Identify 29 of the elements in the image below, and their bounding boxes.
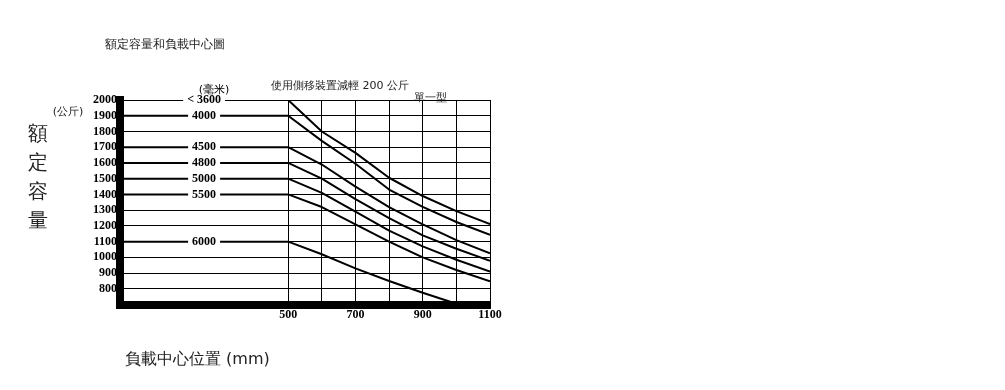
series-label: 5000 bbox=[192, 170, 217, 185]
y-tick-label: 900 bbox=[99, 265, 117, 280]
y-tick-label: 1100 bbox=[93, 233, 117, 248]
x-tick-label: 1100 bbox=[478, 306, 502, 321]
y-tick-label: 2000 bbox=[93, 92, 117, 107]
y-tick-label: 1900 bbox=[93, 107, 117, 122]
y-tick-label: 800 bbox=[99, 280, 117, 295]
series-label: 5500 bbox=[192, 186, 217, 201]
series-label: 4000 bbox=[192, 107, 217, 122]
x-axis-title: 負載中心位置 (mm) bbox=[125, 349, 270, 369]
y-axis-title: 額定容量 bbox=[28, 122, 48, 232]
y-tick-label: 1800 bbox=[93, 123, 117, 138]
x-tick-label: 500 bbox=[279, 306, 298, 321]
series-label: 4800 bbox=[192, 155, 217, 170]
y-tick-label: 1400 bbox=[93, 186, 117, 201]
x-tick-label: 900 bbox=[413, 306, 432, 321]
series-label: 4500 bbox=[192, 139, 217, 154]
y-tick-label: 1500 bbox=[93, 170, 117, 185]
y-tick-label: 1000 bbox=[93, 249, 117, 264]
chart-title: 額定容量和負載中心圖 bbox=[105, 37, 225, 52]
series-label: 6000 bbox=[192, 233, 217, 248]
y-tick-label: 1200 bbox=[93, 218, 117, 232]
legend-title: (毫米) bbox=[198, 82, 230, 96]
y-tick-label: 1300 bbox=[93, 202, 117, 217]
text: 使用側移裝置減輕 200 公斤 bbox=[271, 78, 409, 92]
x-tick-label: 700 bbox=[346, 306, 365, 321]
y-tick-label: 1700 bbox=[93, 139, 117, 154]
y-tick-label: 1600 bbox=[93, 155, 117, 170]
text: (公斤) bbox=[52, 104, 84, 118]
